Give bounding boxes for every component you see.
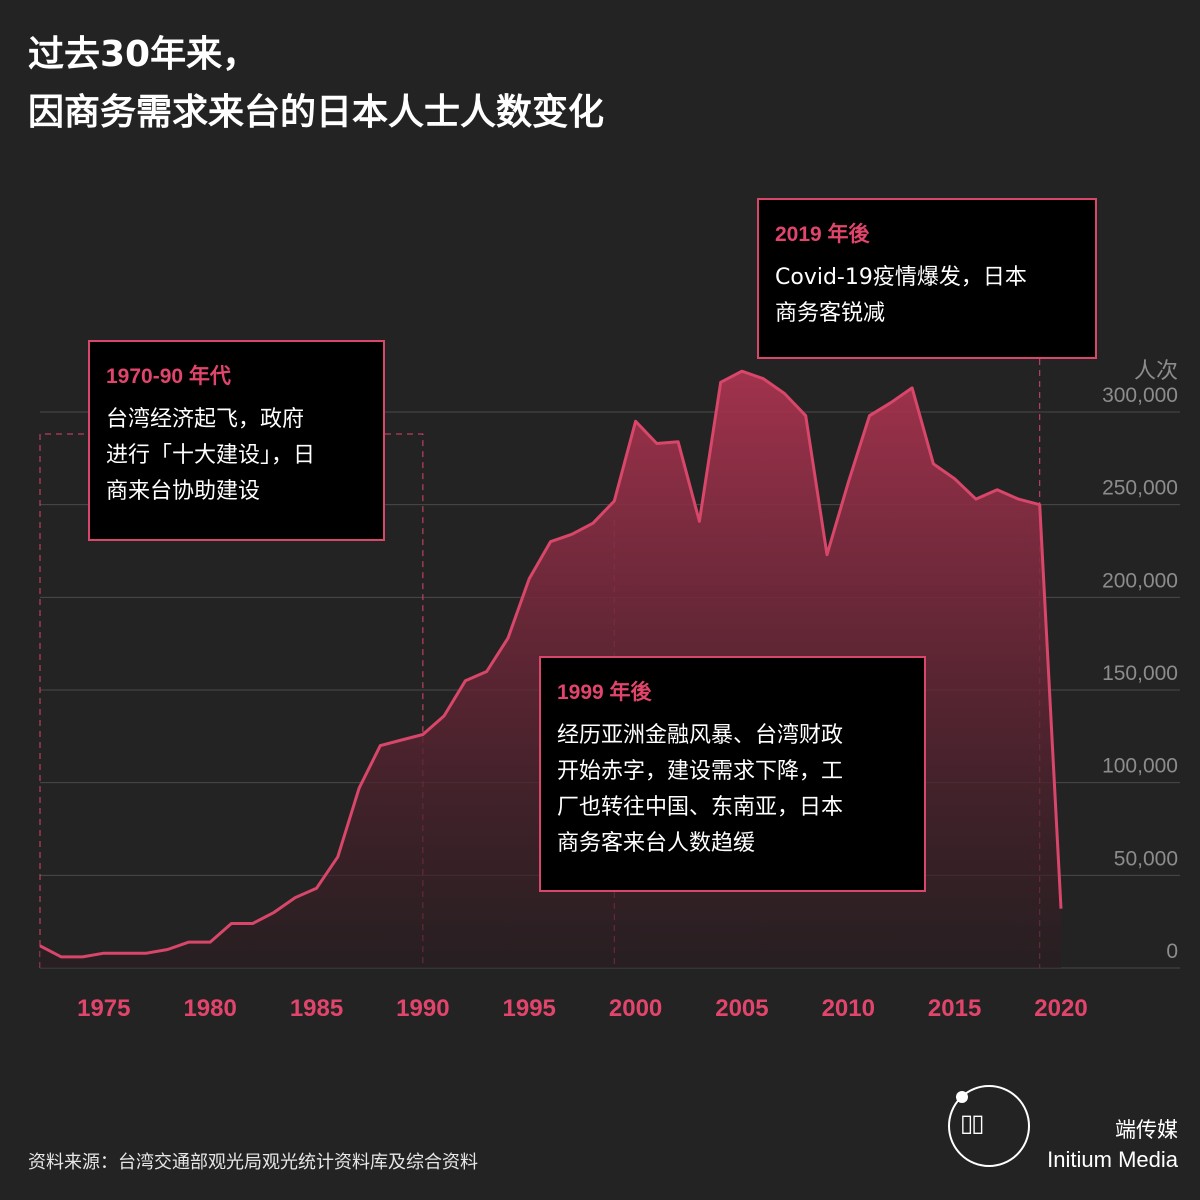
data-point-1996 (548, 540, 552, 544)
guide-1970-90 (39, 433, 424, 968)
data-point-2017 (995, 488, 999, 492)
data-point-1982 (251, 922, 255, 926)
data-point-2013 (910, 386, 914, 390)
x-tick-label: 2005 (715, 995, 768, 1022)
data-point-2012 (889, 401, 893, 405)
series-line (39, 369, 1063, 959)
y-tick-label: 300,000 (1102, 384, 1178, 407)
data-point-2006 (761, 377, 765, 381)
x-tick-labels: 1975 1980 1985 1990 1995 2000 2005 2010 2015 2020 (77, 995, 1088, 1022)
data-point-1976 (123, 951, 127, 955)
brand-name-en: Initium Media (1047, 1147, 1178, 1172)
data-point-1977 (144, 951, 148, 955)
annotation-body: 台湾经济起飞，政府 进行「十大建设」，日 商来台协助建设 (106, 402, 367, 510)
data-point-2001 (655, 442, 659, 446)
x-tick-label: 2020 (1034, 995, 1087, 1022)
x-tick-label: 1985 (290, 995, 343, 1022)
annotation-2019: 2019 年後 Covid-19疫情爆发，日本 商务客锐减 (757, 198, 1097, 359)
annotation-title: 1999 年後 (557, 681, 652, 704)
data-point-1987 (357, 786, 361, 790)
data-point-1999 (612, 499, 616, 503)
data-point-2010 (846, 480, 850, 484)
chart-title-line-1: 过去30年来， (28, 34, 259, 75)
x-tick-label: 2000 (609, 995, 662, 1022)
data-point-2008 (804, 414, 808, 418)
data-point-1973 (59, 955, 63, 959)
annotation-1999: 1999 年後 经历亚洲金融风暴、台湾财政 开始赤字，建设需求下降，工 厂也转往… (539, 656, 926, 892)
data-point-2002 (676, 440, 680, 444)
data-point-1975 (102, 951, 106, 955)
data-point-1992 (463, 679, 467, 683)
y-axis-label: 人次 (1134, 358, 1178, 383)
data-point-2005 (740, 369, 744, 373)
data-point-2019 (1038, 503, 1042, 507)
data-point-1991 (442, 714, 446, 718)
x-tick-label: 1975 (77, 995, 130, 1022)
data-point-1990 (421, 732, 425, 736)
data-point-2004 (719, 380, 723, 384)
x-tick-label: 1990 (396, 995, 449, 1022)
y-tick-label: 0 (1166, 940, 1178, 963)
y-tick-label: 150,000 (1102, 662, 1178, 685)
data-point-1980 (208, 940, 212, 944)
annotation-title: 2019 年後 (775, 223, 870, 246)
annotation-line: 厂也转往中国、东南亚，日本 (557, 795, 844, 820)
data-point-2016 (974, 497, 978, 501)
annotation-line: 经历亚洲金融风暴、台湾财政 (557, 723, 844, 748)
data-point-2000 (634, 419, 638, 423)
data-point-1972 (38, 944, 42, 948)
annotation-line: 台湾经济起飞，政府 (106, 407, 305, 432)
data-point-2020 (1059, 907, 1063, 911)
logo-dot (956, 1091, 968, 1103)
data-point-1998 (591, 521, 595, 525)
y-tick-label: 100,000 (1102, 755, 1178, 778)
data-point-2003 (697, 519, 701, 523)
y-tick-label: 200,000 (1102, 569, 1178, 592)
y-tick-label: 250,000 (1102, 477, 1178, 500)
data-point-1984 (293, 896, 297, 900)
y-tick-labels: 0 50,000 100,000 150,000 200,000 250,000 300,0… (1102, 384, 1178, 963)
annotation-body: Covid-19疫情爆发，日本 商务客锐减 (775, 260, 1079, 332)
data-point-1995 (527, 577, 531, 581)
annotation-body: 经历亚洲金融风暴、台湾财政 开始赤字，建设需求下降，工 厂也转往中国、东南亚，日… (557, 718, 908, 862)
annotation-line: Covid-19疫情爆发，日本 (775, 265, 1027, 290)
x-tick-label: 2010 (822, 995, 875, 1022)
data-point-1979 (187, 940, 191, 944)
x-tick-label: 2015 (928, 995, 981, 1022)
data-point-1978 (166, 947, 170, 951)
data-point-1988 (378, 744, 382, 748)
source-note: 资料来源：台湾交通部观光局观光统计资料库及综合资料 (28, 1152, 478, 1173)
data-point-2011 (868, 414, 872, 418)
chart-title: 过去30年来， 因商务需求来台的日本人士人数变化 (28, 26, 604, 142)
data-point-2014 (931, 462, 935, 466)
data-point-1985 (315, 886, 319, 890)
logo-mark: ▯▯ (960, 1109, 984, 1137)
annotation-1970-90: 1970-90 年代 台湾经济起飞，政府 进行「十大建设」，日 商来台协助建设 (88, 340, 385, 541)
brand-name-cn: 端传媒 (1115, 1118, 1178, 1142)
initium-logo-icon: ▯▯ (948, 1085, 1030, 1167)
x-tick-label: 1980 (183, 995, 236, 1022)
data-point-1981 (229, 922, 233, 926)
annotation-line: 商务客锐减 (775, 301, 886, 326)
annotation-line: 商来台协助建设 (106, 479, 261, 504)
data-point-1994 (506, 636, 510, 640)
annotation-line: 开始赤字，建设需求下降，工 (557, 759, 844, 784)
data-point-1974 (81, 955, 85, 959)
data-point-1989 (400, 738, 404, 742)
data-point-1986 (336, 855, 340, 859)
data-point-1997 (570, 532, 574, 536)
y-tick-label: 50,000 (1114, 847, 1178, 870)
annotation-line: 商务客来台人数趋缓 (557, 831, 756, 856)
annotation-line: 进行「十大建设」，日 (106, 443, 316, 468)
data-point-2018 (1016, 497, 1020, 501)
annotation-title: 1970-90 年代 (106, 365, 231, 388)
chart-title-line-2: 因商务需求来台的日本人士人数变化 (28, 92, 605, 133)
data-point-2009 (825, 553, 829, 557)
data-point-1983 (272, 910, 276, 914)
x-tick-label: 1995 (503, 995, 556, 1022)
data-point-2007 (782, 391, 786, 395)
data-point-2015 (953, 477, 957, 481)
data-point-1993 (485, 669, 489, 673)
